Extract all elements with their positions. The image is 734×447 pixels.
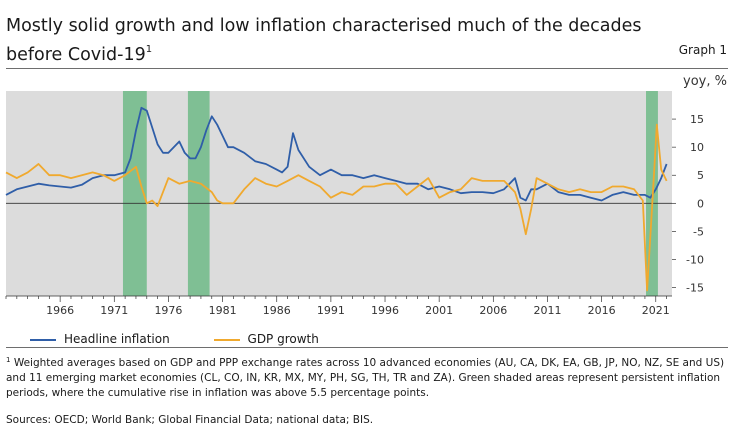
shaded-period-1 xyxy=(122,91,147,296)
graph-label: Graph 1 xyxy=(678,43,727,57)
x-tick-label: 1966 xyxy=(46,304,74,317)
footnote: 1 Weighted averages based on GDP and PPP… xyxy=(6,356,725,399)
y-tick-label: -10 xyxy=(686,253,704,266)
gdp-line xyxy=(5,123,668,292)
x-tick-label: 1981 xyxy=(209,304,237,317)
x-tick-label: 2001 xyxy=(425,304,453,317)
header-rule xyxy=(6,68,728,69)
legend: Headline inflation GDP growth xyxy=(30,332,359,346)
footnote-marker: 1 xyxy=(6,356,11,364)
y-tick-label: 15 xyxy=(690,113,704,126)
inflation-swatch-icon xyxy=(30,338,56,341)
x-tick-label: 2021 xyxy=(642,304,670,317)
x-tick-label: 2016 xyxy=(588,304,616,317)
x-tick-label: 1996 xyxy=(371,304,399,317)
sources: Sources: OECD; World Bank; Global Financ… xyxy=(6,414,374,426)
x-tick-label: 2006 xyxy=(479,304,507,317)
y-unit-label: yoy, % xyxy=(683,74,727,89)
title-footnote-marker: 1 xyxy=(145,44,153,55)
y-tick-label: 5 xyxy=(697,169,704,182)
x-tick-label: 1976 xyxy=(154,304,182,317)
x-tick-label: 1986 xyxy=(263,304,291,317)
y-tick-label: 0 xyxy=(697,197,704,210)
shaded-period-2 xyxy=(187,91,210,296)
legend-item-inflation: Headline inflation xyxy=(30,332,170,346)
x-tick-label: 2011 xyxy=(533,304,561,317)
y-tick-label: -15 xyxy=(686,282,704,295)
chart-title: Mostly solid growth and low inflation ch… xyxy=(6,16,642,65)
y-tick-label: -5 xyxy=(693,225,704,238)
legend-item-gdp: GDP growth xyxy=(213,332,319,346)
footer-rule xyxy=(6,347,728,348)
x-tick-label: 1991 xyxy=(317,304,345,317)
y-tick-label: 10 xyxy=(690,141,704,154)
gdp-swatch-icon xyxy=(213,338,240,341)
x-tick-label: 1971 xyxy=(100,304,128,317)
